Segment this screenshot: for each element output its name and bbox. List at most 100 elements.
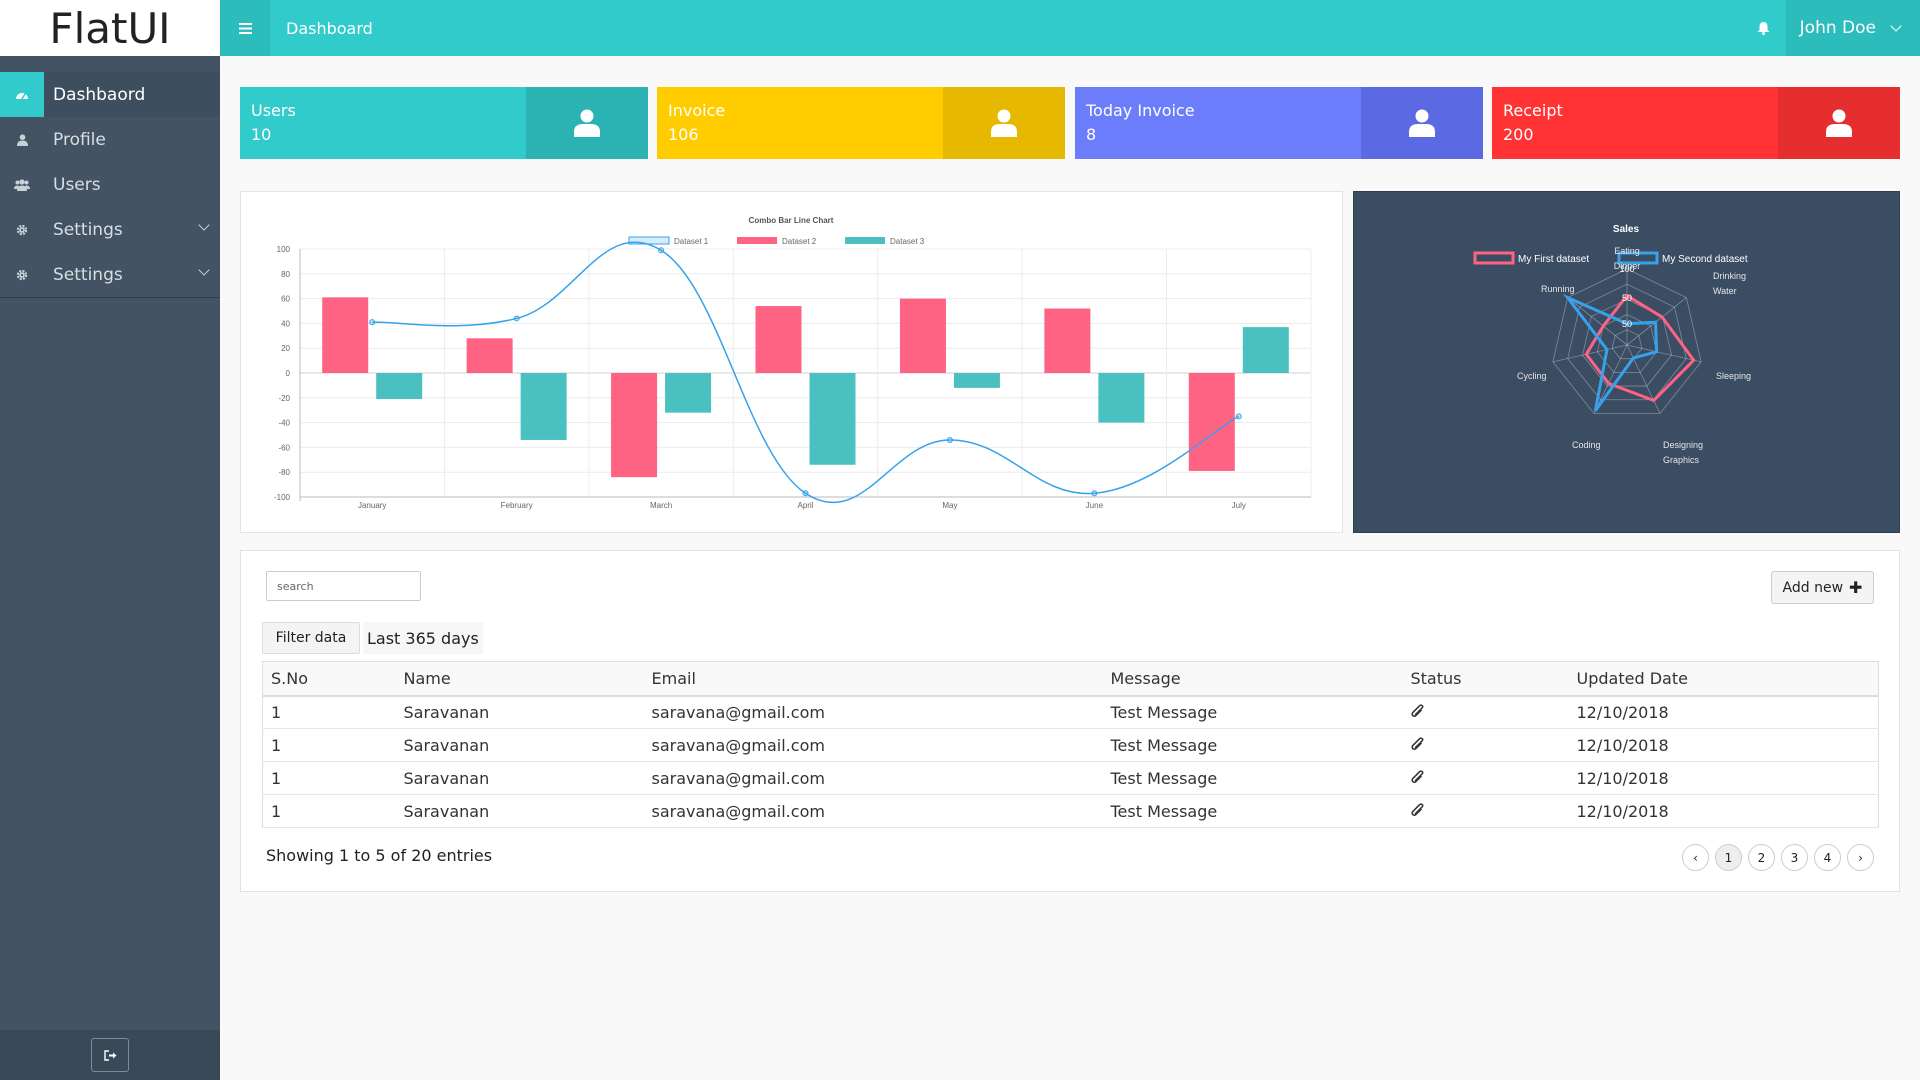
paperclip-icon[interactable] (1410, 704, 1425, 718)
sales-radar-chart: Sales My First dataset My Second dataset 10… (1473, 224, 1751, 465)
sidebar-item-label: Settings (53, 264, 123, 285)
y-tick-label: -100 (274, 493, 291, 502)
user-menu[interactable]: John Doe (1785, 0, 1920, 56)
radar-axis-label-line: Running (1541, 284, 1575, 294)
app-logo: FlatUI (0, 0, 220, 56)
cell-sno: 1 (262, 761, 396, 795)
bar (899, 298, 946, 373)
table-row[interactable]: 1 Saravanan saravana@gmail.com Test Mess… (262, 794, 1879, 828)
column-header[interactable]: Email (643, 661, 1103, 697)
column-header[interactable]: Status (1402, 661, 1569, 697)
cell-email: saravana@gmail.com (643, 695, 1103, 729)
radar-grid (1552, 268, 1702, 414)
radar-tick-label: 100 (1619, 264, 1634, 274)
filter-data-button[interactable]: Filter data (262, 622, 360, 654)
page-button-4[interactable]: 4 (1814, 844, 1841, 871)
search-input[interactable] (266, 571, 421, 601)
menu-toggle-button[interactable] (220, 0, 270, 56)
radar-axis-label: Coding (1572, 440, 1601, 450)
y-tick-label: 40 (281, 319, 290, 328)
radar-axis-label-line: Water (1713, 286, 1737, 296)
radar-axis-label-line: Coding (1572, 440, 1601, 450)
user-name: John Doe (1799, 18, 1876, 38)
sidebar-item-label: Dashbaord (53, 84, 146, 105)
sidebar-item-dashboard[interactable]: Dashbaord (0, 72, 220, 117)
stat-card-receipt[interactable]: Receipt 200 (1492, 87, 1900, 159)
stat-card-invoice[interactable]: Invoice 106 (657, 87, 1065, 159)
column-header[interactable]: Name (395, 661, 644, 697)
line-point (369, 319, 376, 326)
paperclip-icon[interactable] (1410, 802, 1425, 817)
sidebar-item-settings[interactable]: Settings (0, 207, 220, 252)
cell-email: saravana@gmail.com (643, 794, 1103, 828)
cell-status (1402, 728, 1569, 762)
chevron-down-icon (198, 264, 210, 276)
legend-label: My Second dataset (1662, 254, 1748, 265)
add-new-button[interactable]: Add new ✚ (1771, 571, 1874, 604)
stat-card-today-invoice[interactable]: Today Invoice 8 (1075, 87, 1483, 159)
logout-button[interactable] (91, 1038, 129, 1072)
radar-spoke (1626, 344, 1702, 363)
radar-axis-label-line: Dinner (1614, 261, 1641, 271)
stat-card-users[interactable]: Users 10 (240, 87, 648, 159)
sidebar-item-users[interactable]: Users (0, 162, 220, 207)
user-icon (1409, 109, 1435, 137)
table-row[interactable]: 1 Saravanan saravana@gmail.com Test Mess… (262, 761, 1879, 795)
records-table: S.No Name Email Message Status Updated D… (262, 661, 1879, 828)
sidebar-item-settings-2[interactable]: Settings (0, 252, 220, 297)
logout-icon (103, 1049, 116, 1061)
entries-info: Showing 1 to 5 of 20 entries (266, 846, 493, 865)
cell-email: saravana@gmail.com (643, 728, 1103, 762)
legend-label: Dataset 2 (782, 237, 817, 246)
legend-label: My First dataset (1518, 254, 1589, 265)
sidebar-item-label: Users (53, 174, 101, 195)
x-tick-label: May (942, 501, 957, 510)
radar-spoke (1567, 297, 1628, 346)
radar-tick-label: 50 (1622, 319, 1632, 329)
chart-title: Combo Bar Line Chart (749, 216, 834, 225)
user-icon (0, 117, 44, 162)
x-tick-label: January (358, 501, 386, 510)
cell-name: Saravanan (395, 695, 644, 729)
page-button-3[interactable]: 3 (1781, 844, 1808, 871)
user-icon (1826, 109, 1852, 137)
next-page-button[interactable]: › (1847, 844, 1874, 871)
radar-axis-label-line: Designing (1663, 440, 1703, 450)
y-tick-label: 60 (281, 295, 290, 304)
bar (809, 373, 856, 465)
bar (520, 373, 567, 440)
page-button-1[interactable]: 1 (1715, 844, 1742, 871)
paperclip-icon[interactable] (1410, 769, 1425, 784)
table-row[interactable]: 1 Saravanan saravana@gmail.com Test Mess… (262, 728, 1879, 762)
sidebar-item-profile[interactable]: Profile (0, 117, 220, 162)
radar-axis-label: Running (1541, 284, 1575, 294)
radar-grid (1582, 298, 1672, 387)
filter-range-select[interactable]: Last 365 days (363, 622, 483, 654)
bar (1098, 373, 1145, 423)
x-tick-label: March (650, 501, 672, 510)
column-header[interactable]: Updated Date (1568, 661, 1879, 697)
stat-label: Invoice (668, 101, 726, 120)
paperclip-icon[interactable] (1410, 736, 1425, 751)
stat-label: Receipt (1503, 101, 1563, 120)
prev-page-button[interactable]: ‹ (1682, 844, 1709, 871)
combo-bar-line-chart: Combo Bar Line Chart Dataset 1 Dataset 2 Da… (274, 216, 1312, 510)
y-tick-label: 0 (286, 369, 291, 378)
bar (466, 338, 513, 373)
notifications-button[interactable] (1742, 21, 1786, 35)
sidebar-nav: Dashbaord Profile Users Settings Sett (0, 72, 220, 298)
cell-updated-date: 12/10/2018 (1568, 695, 1879, 729)
column-header[interactable]: S.No (262, 661, 396, 697)
y-tick-label: 20 (281, 344, 290, 353)
page-title: Dashboard (286, 18, 373, 38)
bar (322, 297, 369, 373)
column-header[interactable]: Message (1102, 661, 1403, 697)
bar (611, 373, 658, 478)
page-button-2[interactable]: 2 (1748, 844, 1775, 871)
line-point (1235, 413, 1242, 420)
table-row[interactable]: 1 Saravanan saravana@gmail.com Test Mess… (262, 695, 1879, 729)
y-tick-label: 80 (281, 270, 290, 279)
user-icon (574, 109, 600, 137)
cell-updated-date: 12/10/2018 (1568, 761, 1879, 795)
cell-message: Test Message (1102, 695, 1403, 729)
